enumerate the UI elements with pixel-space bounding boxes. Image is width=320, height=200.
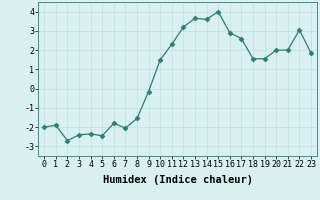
- X-axis label: Humidex (Indice chaleur): Humidex (Indice chaleur): [103, 175, 252, 185]
